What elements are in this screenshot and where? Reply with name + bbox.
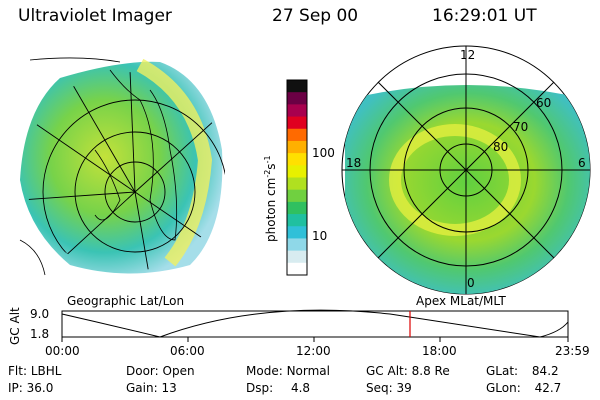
- status-glon: GLon: 42.7: [486, 381, 562, 395]
- colorbar-segment: [287, 226, 307, 239]
- colorbar-segment: [287, 116, 307, 130]
- date-label: 27 Sep 00: [272, 6, 359, 26]
- left-map-caption: Geographic Lat/Lon: [67, 294, 185, 308]
- status-glat: GLat: 84.2: [486, 364, 559, 378]
- left-geographic-map: [19, 57, 225, 276]
- altitude-axis-label: GC Alt: [8, 307, 22, 345]
- colorbar: [286, 79, 308, 276]
- xtick-0000: 00:00: [45, 344, 80, 358]
- colorbar-segment: [287, 250, 307, 264]
- altitude-ymin: 1.8: [30, 327, 50, 341]
- colorbar-frame: [286, 79, 308, 276]
- colorbar-segment: [287, 80, 307, 93]
- mlat-label-80: 80: [493, 140, 509, 154]
- xtick-2359: 23:59: [555, 344, 590, 358]
- instrument-title: Ultraviolet Imager: [18, 6, 172, 26]
- right-polar-map: [341, 45, 591, 295]
- colorbar-tick-10: 10: [312, 229, 328, 243]
- status-door: Door: Open: [126, 364, 195, 378]
- colorbar-segment: [287, 177, 307, 191]
- xtick-1200: 12:00: [296, 344, 331, 358]
- status-mode: Mode: Normal: [246, 364, 330, 378]
- mlt-label-0: 0: [467, 276, 475, 290]
- xtick-1800: 18:00: [422, 344, 457, 358]
- colorbar-tick-100: 100: [312, 146, 335, 160]
- colorbar-segment: [287, 238, 307, 252]
- mlt-label-6: 6: [578, 156, 586, 170]
- colorbar-segment: [287, 262, 307, 276]
- mlt-label-12: 12: [460, 48, 476, 62]
- altitude-ymax: 9.0: [30, 307, 50, 321]
- mlt-label-18: 18: [346, 156, 362, 170]
- colorbar-segment: [287, 201, 307, 215]
- colorbar-segment: [287, 104, 307, 118]
- mlat-label-70: 70: [513, 120, 529, 134]
- colorbar-segment: [287, 189, 307, 203]
- status-flt: Flt: LBHL: [8, 364, 62, 378]
- altitude-plot: [61, 309, 569, 342]
- status-dsp: Dsp: 4.8: [246, 381, 311, 395]
- colorbar-segment: [287, 165, 307, 178]
- status-seq: Seq: 39: [366, 381, 412, 395]
- right-map-caption: Apex MLat/MLT: [416, 294, 506, 308]
- xtick-0600: 06:00: [170, 344, 205, 358]
- status-ip: IP: 36.0: [8, 381, 54, 395]
- colorbar-segment: [287, 153, 307, 166]
- time-label: 16:29:01 UT: [432, 6, 537, 26]
- colorbar-segment: [287, 214, 307, 227]
- mlat-label-60: 60: [536, 96, 552, 110]
- colorbar-segment: [287, 92, 307, 105]
- colorbar-segment: [287, 128, 307, 142]
- colorbar-unit: photon cm-2s-1: [263, 155, 278, 242]
- colorbar-segment: [287, 140, 307, 154]
- status-gain: Gain: 13: [126, 381, 177, 395]
- status-gcalt: GC Alt: 8.8 Re: [366, 364, 450, 378]
